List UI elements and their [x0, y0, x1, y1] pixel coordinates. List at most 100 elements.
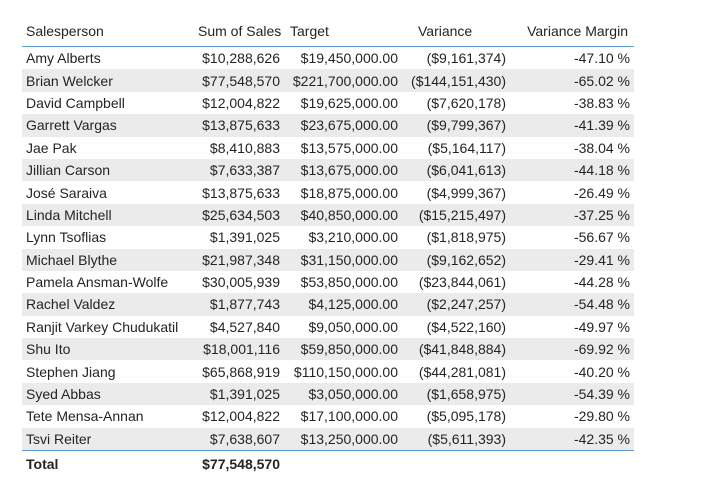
cell-sum-of-sales: $77,548,570: [194, 69, 284, 92]
cell-target: $4,125,000.00: [284, 293, 402, 316]
cell-sum-of-sales: $1,877,743: [194, 293, 284, 316]
cell-sum-of-sales: $7,633,387: [194, 158, 284, 182]
cell-salesperson: Syed Abbas: [22, 382, 194, 406]
cell-sum-of-sales: $30,005,939: [194, 270, 284, 294]
cell-sum-of-sales: $65,868,919: [194, 360, 284, 383]
cell-target: $9,050,000.00: [284, 315, 402, 339]
cell-target: $13,250,000.00: [284, 427, 402, 451]
cell-sum-of-sales: $12,004,822: [194, 91, 284, 115]
cell-sum-of-sales: $13,875,633: [194, 114, 284, 137]
cell-target: $3,210,000.00: [284, 226, 402, 249]
cell-variance: ($7,620,178): [402, 91, 510, 115]
total-margin: [510, 450, 634, 478]
table-row[interactable]: Pamela Ansman-Wolfe $30,005,939 $53,850,00…: [22, 270, 634, 294]
total-variance: [402, 450, 510, 478]
cell-variance-margin: -37.25 %: [510, 203, 634, 227]
table-row[interactable]: Linda Mitchell $25,634,503 $40,850,000.00(…: [22, 203, 634, 227]
cell-variance: ($5,164,117): [402, 136, 510, 159]
cell-sum-of-sales: $12,004,822: [194, 405, 284, 428]
cell-salesperson: Tsvi Reiter: [22, 427, 194, 451]
cell-variance: ($44,281,081): [402, 360, 510, 383]
cell-target: $31,150,000.00: [284, 248, 402, 271]
cell-sum-of-sales: $1,391,025: [194, 382, 284, 406]
table-row[interactable]: Shu Ito $18,001,116 $59,850,000.00 ($41,848…: [22, 338, 634, 361]
cell-variance: ($6,041,613): [402, 158, 510, 182]
cell-variance: ($1,818,975): [402, 226, 510, 249]
header-target[interactable]: Target: [284, 16, 402, 47]
cell-variance-margin: -26.49 %: [510, 181, 634, 204]
table-row[interactable]: Michael Blythe $21,987,348 $31,150,000.00(…: [22, 248, 634, 271]
cell-target: $110,150,000.00: [284, 360, 402, 383]
cell-variance: ($15,215,497): [402, 203, 510, 227]
cell-salesperson: Linda Mitchell: [22, 203, 194, 227]
cell-salesperson: David Campbell: [22, 91, 194, 115]
cell-variance-margin: -54.48 %: [510, 293, 634, 316]
total-label: Total: [22, 450, 194, 478]
cell-variance: ($4,522,160): [402, 315, 510, 339]
table-row[interactable]: Syed Abbas $1,391,025 $3,050,000.00 ($1,658…: [22, 382, 634, 406]
cell-salesperson: Michael Blythe: [22, 248, 194, 271]
cell-salesperson: Stephen Jiang: [22, 360, 194, 383]
cell-salesperson: Rachel Valdez: [22, 293, 194, 316]
cell-variance: ($5,611,393): [402, 427, 510, 451]
table-row[interactable]: Stephen Jiang $65,868,919 $110,150,000.00(…: [22, 360, 634, 383]
table-row[interactable]: Garrett Vargas $13,875,633 $23,675,000.00(…: [22, 114, 634, 137]
table-row[interactable]: Amy Alberts $10,288,626 $19,450,000.00 ($9,…: [22, 46, 634, 70]
cell-target: $59,850,000.00: [284, 338, 402, 361]
cell-variance-margin: -29.80 %: [510, 405, 634, 428]
cell-target: $23,675,000.00: [284, 114, 402, 137]
cell-target: $18,875,000.00: [284, 181, 402, 204]
cell-variance: ($2,247,257): [402, 293, 510, 316]
table-row[interactable]: Rachel Valdez $1,877,743 $4,125,000.00 ($2,…: [22, 293, 634, 316]
cell-variance: ($4,999,367): [402, 181, 510, 204]
cell-salesperson: Brian Welcker: [22, 69, 194, 92]
table-row[interactable]: Brian Welcker $77,548,570 $221,700,000.00(…: [22, 69, 634, 92]
table-row[interactable]: Ranjit Varkey Chudukatil $4,527,840 $9,050…: [22, 315, 634, 339]
cell-variance-margin: -44.28 %: [510, 270, 634, 294]
table-row[interactable]: Tsvi Reiter $7,638,607 $13,250,000.00 ($5,6…: [22, 427, 634, 451]
sales-variance-table-visual: Salesperson Sum of Sales Target Variance…: [22, 16, 634, 478]
table-total-row: Total $77,548,570: [22, 450, 634, 478]
cell-variance-margin: -47.10 %: [510, 46, 634, 70]
cell-sum-of-sales: $8,410,883: [194, 136, 284, 159]
cell-variance-margin: -38.83 %: [510, 91, 634, 115]
table-row[interactable]: Jae Pak $8,410,883 $13,575,000.00 ($5,164,1…: [22, 136, 634, 159]
cell-sum-of-sales: $18,001,116: [194, 338, 284, 361]
header-variance[interactable]: Variance: [402, 16, 510, 47]
cell-salesperson: Ranjit Varkey Chudukatil: [22, 315, 194, 339]
cell-variance-margin: -40.20 %: [510, 360, 634, 383]
cell-sum-of-sales: $4,527,840: [194, 315, 284, 339]
cell-variance: ($9,162,652): [402, 248, 510, 271]
cell-salesperson: Pamela Ansman-Wolfe: [22, 270, 194, 294]
cell-sum-of-sales: $7,638,607: [194, 427, 284, 451]
table-header-row: Salesperson Sum of Sales Target Variance…: [22, 16, 634, 47]
cell-variance-margin: -65.02 %: [510, 69, 634, 92]
cell-sum-of-sales: $1,391,025: [194, 226, 284, 249]
table-row[interactable]: José Saraiva $13,875,633 $18,875,000.00 ($4…: [22, 181, 634, 204]
cell-sum-of-sales: $21,987,348: [194, 248, 284, 271]
cell-sum-of-sales: $25,634,503: [194, 203, 284, 227]
header-variance-margin[interactable]: Variance Margin: [510, 16, 634, 47]
table-row[interactable]: Lynn Tsoflias $1,391,025 $3,210,000.00 ($1,…: [22, 226, 634, 249]
cell-variance: ($1,658,975): [402, 382, 510, 406]
header-salesperson[interactable]: Salesperson: [22, 16, 194, 47]
cell-target: $53,850,000.00: [284, 270, 402, 294]
table-row[interactable]: Tete Mensa-Annan $12,004,822 $17,100,000.0…: [22, 405, 634, 428]
cell-variance: ($9,161,374): [402, 46, 510, 70]
cell-target: $13,675,000.00: [284, 158, 402, 182]
cell-sum-of-sales: $13,875,633: [194, 181, 284, 204]
cell-variance: ($9,799,367): [402, 114, 510, 137]
cell-variance: ($144,151,430): [402, 69, 510, 92]
table-row[interactable]: Jillian Carson $7,633,387 $13,675,000.00 ($…: [22, 158, 634, 182]
header-sum-of-sales[interactable]: Sum of Sales: [194, 16, 284, 47]
cell-variance: ($41,848,884): [402, 338, 510, 361]
cell-target: $13,575,000.00: [284, 136, 402, 159]
table-row[interactable]: David Campbell $12,004,822 $19,625,000.00(…: [22, 91, 634, 115]
total-sales: $77,548,570: [194, 450, 284, 478]
cell-salesperson: Garrett Vargas: [22, 114, 194, 137]
cell-variance-margin: -56.67 %: [510, 226, 634, 249]
cell-salesperson: Amy Alberts: [22, 46, 194, 70]
cell-target: $19,450,000.00: [284, 46, 402, 70]
cell-salesperson: Tete Mensa-Annan: [22, 405, 194, 428]
cell-target: $19,625,000.00: [284, 91, 402, 115]
